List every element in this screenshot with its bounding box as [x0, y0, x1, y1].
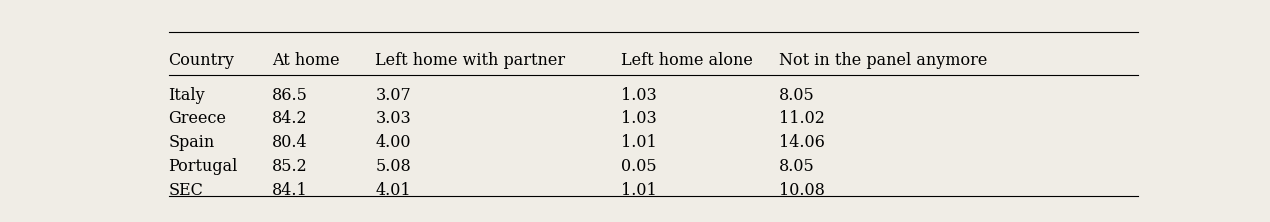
Text: Country: Country: [169, 52, 235, 69]
Text: 1.03: 1.03: [621, 87, 657, 103]
Text: Left home alone: Left home alone: [621, 52, 753, 69]
Text: 86.5: 86.5: [272, 87, 307, 103]
Text: 5.08: 5.08: [376, 158, 411, 175]
Text: 84.1: 84.1: [272, 182, 307, 199]
Text: 10.08: 10.08: [779, 182, 824, 199]
Text: 3.07: 3.07: [376, 87, 411, 103]
Text: SEC: SEC: [169, 182, 203, 199]
Text: 8.05: 8.05: [779, 158, 814, 175]
Text: 3.03: 3.03: [376, 111, 411, 127]
Text: 1.01: 1.01: [621, 182, 657, 199]
Text: Italy: Italy: [169, 87, 206, 103]
Text: 8.05: 8.05: [779, 87, 814, 103]
Text: 4.00: 4.00: [376, 134, 410, 151]
Text: At home: At home: [272, 52, 339, 69]
Text: Left home with partner: Left home with partner: [376, 52, 565, 69]
Text: 85.2: 85.2: [272, 158, 307, 175]
Text: 80.4: 80.4: [272, 134, 307, 151]
Text: 84.2: 84.2: [272, 111, 307, 127]
Text: 11.02: 11.02: [779, 111, 824, 127]
Text: 0.05: 0.05: [621, 158, 657, 175]
Text: Portugal: Portugal: [169, 158, 237, 175]
Text: 4.01: 4.01: [376, 182, 411, 199]
Text: 1.01: 1.01: [621, 134, 657, 151]
Text: 14.06: 14.06: [779, 134, 824, 151]
Text: Spain: Spain: [169, 134, 215, 151]
Text: Greece: Greece: [169, 111, 226, 127]
Text: 1.03: 1.03: [621, 111, 657, 127]
Text: Not in the panel anymore: Not in the panel anymore: [779, 52, 987, 69]
